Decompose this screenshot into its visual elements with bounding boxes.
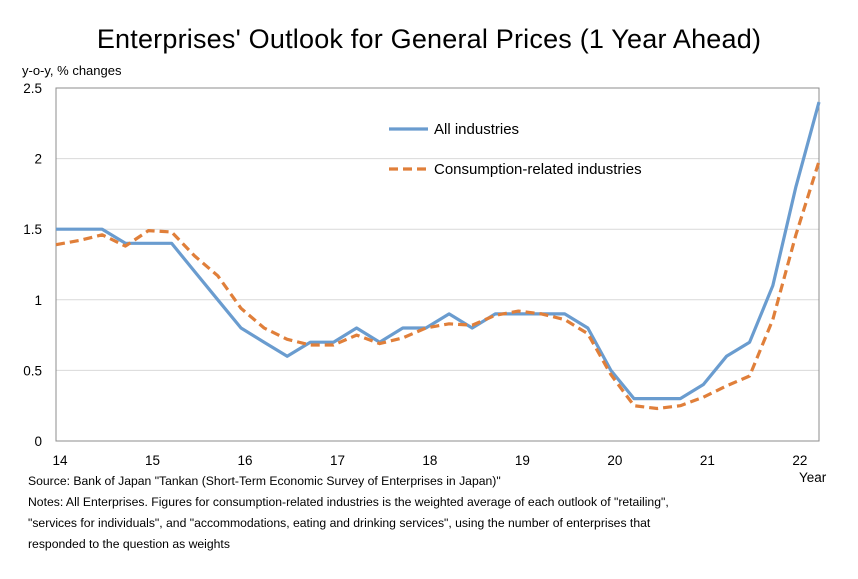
y-tick-label: 1 xyxy=(34,293,42,308)
x-tick-label: 18 xyxy=(422,453,437,468)
x-tick-label: 17 xyxy=(330,453,345,468)
grid-lines xyxy=(56,158,819,371)
x-tick-label: 14 xyxy=(52,453,68,468)
legend-label: All industries xyxy=(434,121,519,138)
notes-line-1: Notes: All Enterprises. Figures for cons… xyxy=(28,495,669,509)
y-tick-label: 1.5 xyxy=(23,222,42,237)
series-consumption-related-line xyxy=(55,160,821,411)
series-all-industries-line xyxy=(56,101,821,401)
chart-svg: 0 0.5 1 1.5 2 2.5 14 15 16 17 18 19 20 21 22 All indu… xyxy=(23,81,821,468)
y-tick-labels: 0 0.5 1 1.5 2 2.5 xyxy=(23,81,42,449)
y-axis-label: y-o-y, % changes xyxy=(22,63,122,78)
y-tick-label: 0 xyxy=(34,434,42,449)
series-lines xyxy=(55,101,821,411)
y-tick-label: 2 xyxy=(34,152,42,167)
notes-block: Source: Bank of Japan "Tankan (Short-Ter… xyxy=(28,471,669,555)
x-tick-label: 22 xyxy=(792,453,807,468)
x-tick-label: 16 xyxy=(237,453,252,468)
legend: All industries Consumption-related indust… xyxy=(389,121,642,178)
x-axis-label: Year xyxy=(799,470,827,485)
legend-label: Consumption-related industries xyxy=(434,161,642,178)
y-tick-label: 2.5 xyxy=(23,81,42,96)
source-note: Source: Bank of Japan "Tankan (Short-Ter… xyxy=(28,474,501,488)
notes-line-3: responded to the question as weights xyxy=(28,537,230,551)
x-tick-labels: 14 15 16 17 18 19 20 21 22 xyxy=(52,453,807,468)
x-tick-label: 15 xyxy=(145,453,160,468)
x-tick-label: 19 xyxy=(515,453,530,468)
x-tick-label: 20 xyxy=(607,453,622,468)
x-tick-label: 21 xyxy=(700,453,715,468)
notes-line-2: "services for individuals", and "accommo… xyxy=(28,516,651,530)
chart-title: Enterprises' Outlook for General Prices … xyxy=(96,24,762,54)
y-tick-label: 0.5 xyxy=(23,363,42,378)
plot-area-frame xyxy=(55,87,820,442)
